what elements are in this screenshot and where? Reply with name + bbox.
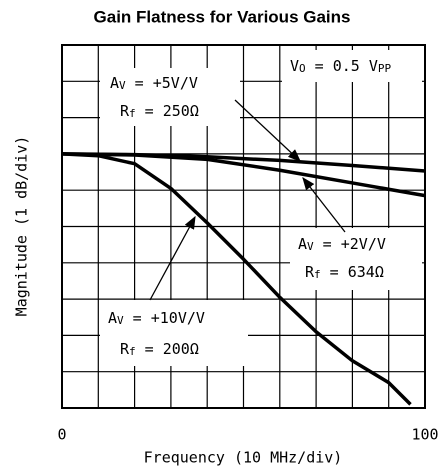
series-label-part: = 634Ω xyxy=(321,263,384,281)
annotation-part: = 0.5 V xyxy=(306,57,378,75)
series-label-part: V xyxy=(117,314,124,327)
annotation-part: O xyxy=(299,62,306,75)
series-label: Rf = 634Ω xyxy=(305,263,384,282)
series-label-part: A xyxy=(298,235,307,253)
x-axis-label: Frequency (10 MHz/div) xyxy=(144,449,343,467)
series-label-part: R xyxy=(120,102,130,120)
series-label-part: f xyxy=(129,107,136,120)
series-label: AV = +5V/V xyxy=(110,74,198,93)
plot-frame xyxy=(61,44,426,409)
series-label: AV = +10V/V xyxy=(108,309,205,328)
series-label-part: = 200Ω xyxy=(136,340,199,358)
series-label-part: R xyxy=(305,263,315,281)
arrow xyxy=(234,99,301,162)
chart-title: Gain Flatness for Various Gains xyxy=(94,7,351,26)
series-label-part: f xyxy=(314,268,321,281)
label-box xyxy=(282,50,422,82)
series-label-part: = +10V/V xyxy=(124,309,205,327)
annotation-part: PP xyxy=(378,62,392,75)
series-label: Rf = 250Ω xyxy=(120,102,199,121)
series-label-part: = +2V/V xyxy=(314,235,386,253)
y-axis-label: Magnitude (1 dB/div) xyxy=(13,136,31,317)
annotation-part: V xyxy=(290,57,299,75)
series-label-part: f xyxy=(129,345,136,358)
series-label-part: A xyxy=(110,74,119,92)
series-label-part: R xyxy=(120,340,130,358)
gain-curve xyxy=(61,152,412,406)
series-label-part: A xyxy=(108,309,117,327)
arrow xyxy=(149,215,196,301)
series-label-part: = 250Ω xyxy=(136,102,199,120)
label-box xyxy=(100,300,248,366)
gain-curve xyxy=(61,152,426,198)
series-label-part: V xyxy=(307,240,314,253)
series-label-part: = +5V/V xyxy=(126,74,198,92)
label-box xyxy=(100,68,240,126)
series-label: AV = +2V/V xyxy=(298,235,386,254)
series-label-part: V xyxy=(119,79,126,92)
label-box xyxy=(290,228,422,290)
arrow xyxy=(302,176,346,233)
x-tick-label: 0 xyxy=(57,426,66,444)
annotation: VO = 0.5 VPP xyxy=(290,57,392,76)
series-label: Rf = 200Ω xyxy=(120,340,199,359)
x-tick-label: 100 xyxy=(411,426,438,444)
